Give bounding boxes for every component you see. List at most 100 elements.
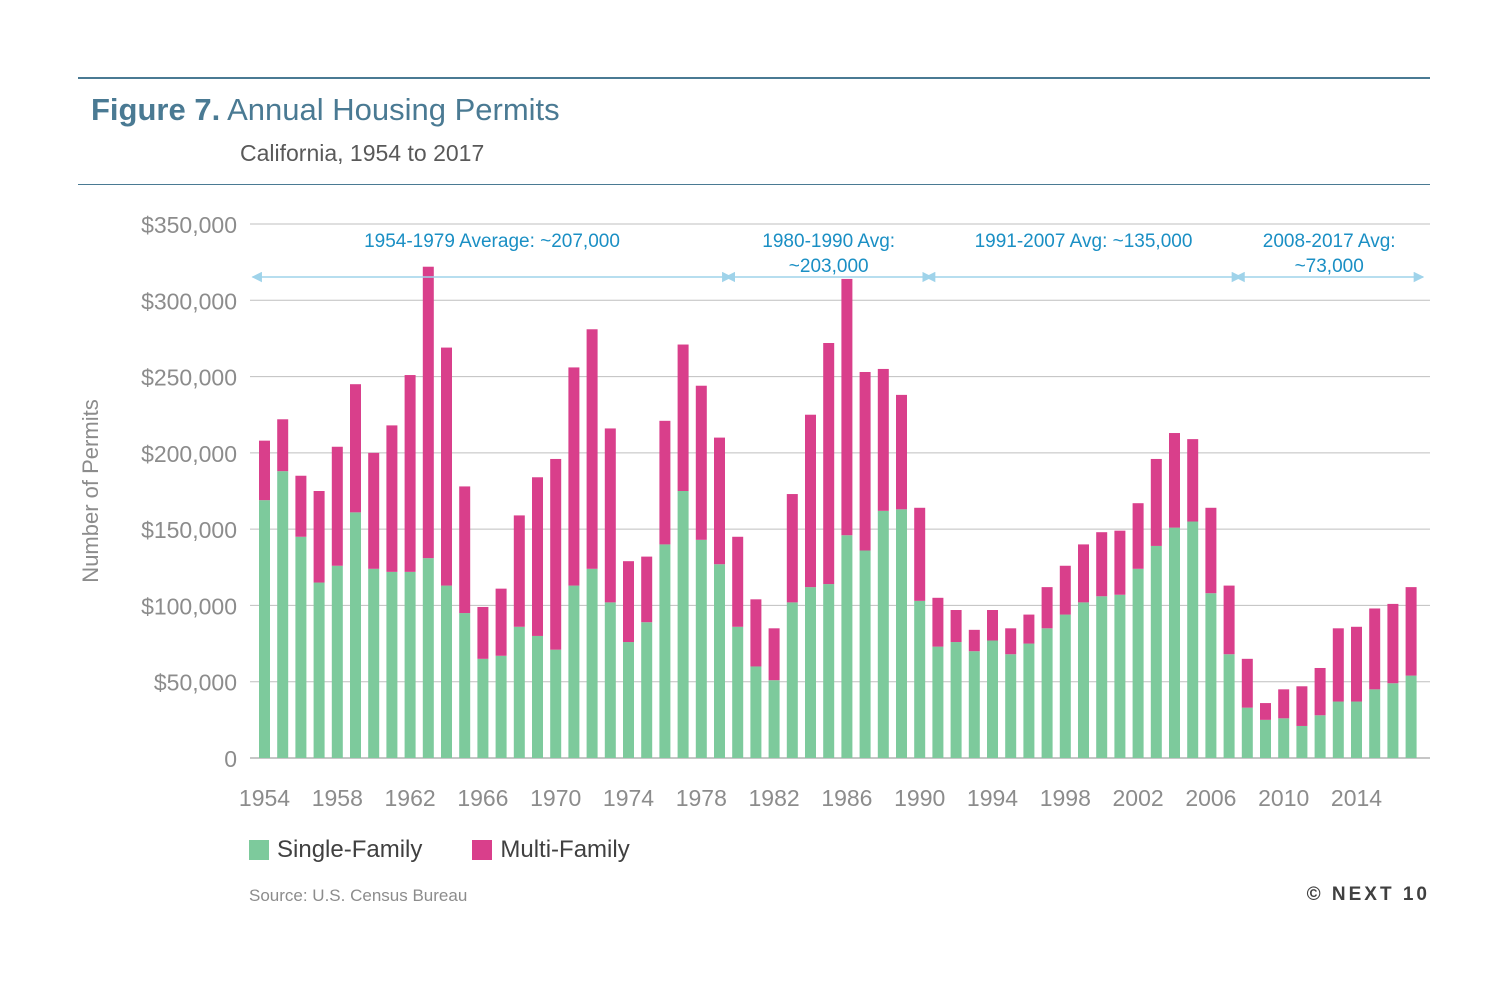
bar-multi-family xyxy=(968,629,980,652)
bar-multi-family xyxy=(1260,703,1271,720)
bar-multi-family xyxy=(259,440,270,501)
bar-multi-family xyxy=(1296,686,1308,726)
bar-multi-family xyxy=(1369,608,1381,690)
bar-multi-family xyxy=(877,368,889,511)
bar-single-family xyxy=(1059,614,1071,758)
bar-multi-family xyxy=(1169,433,1180,528)
bar-single-family xyxy=(914,600,926,758)
bar-single-family xyxy=(259,500,270,758)
bar-multi-family xyxy=(987,610,998,641)
bar-single-family xyxy=(513,626,525,758)
bar-multi-family xyxy=(714,437,725,565)
bar-single-family xyxy=(422,558,434,758)
bar-multi-family xyxy=(532,477,543,636)
legend-item-multi-family: Multi-Family xyxy=(472,836,630,864)
y-tick-label: $50,000 xyxy=(154,670,237,696)
x-tick-label: 1998 xyxy=(1040,785,1091,811)
bar-single-family xyxy=(368,568,380,758)
bar-multi-family xyxy=(859,371,871,551)
y-tick-label: 0 xyxy=(224,746,237,772)
bar-multi-family xyxy=(659,420,671,545)
bar-multi-family xyxy=(386,425,398,572)
bar-single-family xyxy=(550,649,562,758)
bar-single-family xyxy=(1387,683,1399,758)
bar-multi-family xyxy=(1241,658,1253,708)
legend-label-multi-family: Multi-Family xyxy=(500,836,630,863)
bar-multi-family xyxy=(331,446,343,566)
annotation-label: 1954-1979 Average: ~207,000 xyxy=(364,231,620,252)
bar-single-family xyxy=(1150,545,1162,758)
bar-single-family xyxy=(331,565,343,758)
bar-multi-family xyxy=(350,384,361,513)
bar-single-family xyxy=(1332,701,1344,758)
brand-mark: © NEXT 10 xyxy=(1306,884,1430,905)
bar-multi-family xyxy=(1059,565,1071,615)
bar-multi-family xyxy=(1187,439,1199,522)
bar-single-family xyxy=(1041,628,1053,758)
bar-single-family xyxy=(532,635,543,758)
bar-single-family xyxy=(586,568,598,758)
bar-multi-family xyxy=(1314,667,1326,716)
bar-multi-family xyxy=(459,486,471,614)
annotation-label: ~73,000 xyxy=(1295,256,1364,277)
bar-multi-family xyxy=(1387,603,1399,684)
y-tick-label: $200,000 xyxy=(141,441,237,467)
bar-single-family xyxy=(350,512,361,758)
bar-multi-family xyxy=(1023,614,1035,644)
y-tick-label: $250,000 xyxy=(141,365,237,391)
figure-subtitle: California, 1954 to 2017 xyxy=(240,140,485,166)
bar-single-family xyxy=(568,585,580,758)
x-tick-label: 1962 xyxy=(385,785,436,811)
bar-multi-family xyxy=(1150,458,1162,546)
x-tick-label: 1994 xyxy=(967,785,1018,811)
bar-single-family xyxy=(968,651,980,758)
bar-multi-family xyxy=(368,452,380,569)
legend-label-single-family: Single-Family xyxy=(277,836,423,863)
bar-single-family xyxy=(1241,707,1253,758)
bar-single-family xyxy=(823,584,835,758)
bar-single-family xyxy=(1296,725,1308,758)
x-tick-label: 2006 xyxy=(1185,785,1236,811)
bar-single-family xyxy=(477,658,489,758)
annotation-label: ~203,000 xyxy=(789,256,869,277)
bar-multi-family xyxy=(586,329,598,569)
bar-multi-family xyxy=(786,494,798,603)
bar-single-family xyxy=(1351,701,1362,758)
bar-multi-family xyxy=(1005,628,1017,655)
x-tick-label: 2014 xyxy=(1331,785,1382,811)
annotation-label: 1991-2007 Avg: ~135,000 xyxy=(975,231,1193,252)
bar-multi-family xyxy=(422,266,434,559)
annotation-label: 1980-1990 Avg: xyxy=(762,231,895,252)
bar-single-family xyxy=(1260,719,1271,758)
bar-single-family xyxy=(313,582,325,758)
bar-single-family xyxy=(1023,643,1035,758)
bar-single-family xyxy=(295,536,307,758)
bar-multi-family xyxy=(1078,544,1089,603)
bar-multi-family xyxy=(768,628,780,681)
bar-multi-family xyxy=(513,515,525,627)
bar-single-family xyxy=(877,510,889,758)
bar-single-family xyxy=(441,585,452,758)
bar-multi-family xyxy=(677,344,689,491)
bar-multi-family xyxy=(495,588,507,656)
bar-multi-family xyxy=(604,428,616,603)
bar-multi-family xyxy=(896,394,907,510)
x-tick-label: 1958 xyxy=(312,785,363,811)
x-tick-label: 2002 xyxy=(1113,785,1164,811)
y-tick-label: $350,000 xyxy=(141,212,237,238)
bar-multi-family xyxy=(1041,587,1053,629)
annotation-label: 2008-2017 Avg: xyxy=(1263,231,1396,252)
bar-multi-family xyxy=(914,507,926,601)
x-tick-label: 1986 xyxy=(821,785,872,811)
top-rule xyxy=(78,77,1430,79)
bar-multi-family xyxy=(750,599,762,667)
y-tick-label: $300,000 xyxy=(141,288,237,314)
figure-title-text: Annual Housing Permits xyxy=(227,92,560,127)
bar-single-family xyxy=(495,655,507,758)
bar-single-family xyxy=(714,564,725,758)
bar-single-family xyxy=(1169,527,1180,758)
bar-single-family xyxy=(932,646,944,758)
bar-multi-family xyxy=(695,385,707,540)
x-tick-label: 1990 xyxy=(894,785,945,811)
x-tick-label: 1974 xyxy=(603,785,654,811)
